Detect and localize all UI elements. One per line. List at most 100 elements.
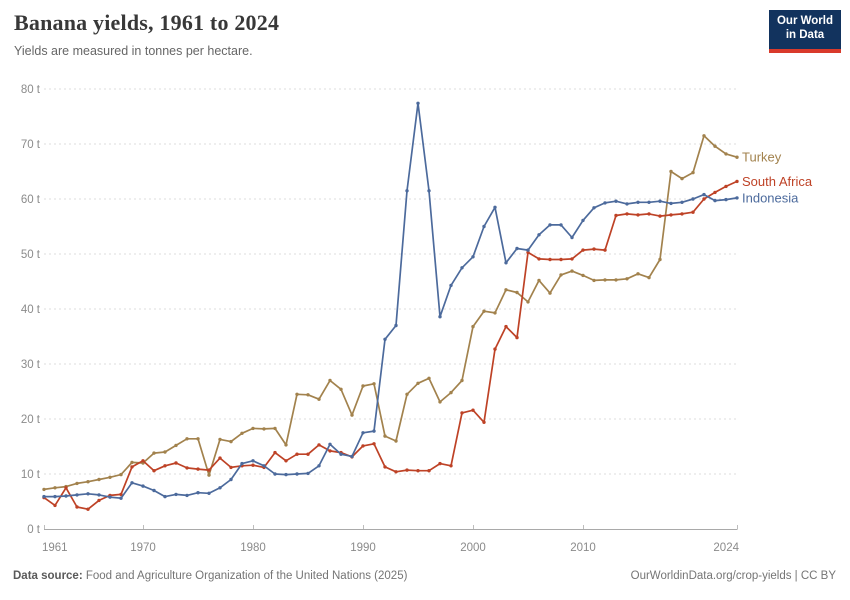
data-point-marker[interactable] [460,266,464,270]
data-point-marker[interactable] [713,190,717,195]
data-point-marker[interactable] [691,197,695,201]
data-point-marker[interactable] [625,277,629,281]
data-point-marker[interactable] [97,477,101,482]
data-point-marker[interactable] [394,323,398,328]
series-label[interactable]: Turkey [742,150,782,165]
data-point-marker[interactable] [284,459,288,463]
data-point-marker[interactable] [64,494,68,498]
data-point-marker[interactable] [691,210,695,214]
data-point-marker[interactable] [647,200,651,204]
data-point-marker[interactable] [86,480,90,484]
data-point-marker[interactable] [658,199,662,203]
data-point-marker[interactable] [438,400,442,404]
data-point-marker[interactable] [130,465,134,469]
data-point-marker[interactable] [482,224,486,229]
data-point-marker[interactable] [273,450,277,455]
data-point-marker[interactable] [240,461,244,466]
data-point-marker[interactable] [625,202,629,206]
data-point-marker[interactable] [680,176,684,181]
data-point-marker[interactable] [130,460,134,465]
data-point-marker[interactable] [636,213,640,217]
data-point-marker[interactable] [372,442,376,446]
data-point-marker[interactable] [570,269,574,273]
data-point-marker[interactable] [592,247,596,251]
data-point-marker[interactable] [141,484,145,488]
data-point-marker[interactable] [163,494,167,499]
data-point-marker[interactable] [438,315,442,319]
data-point-marker[interactable] [471,408,475,412]
data-point-marker[interactable] [702,197,706,201]
data-point-marker[interactable] [372,429,376,433]
data-point-marker[interactable] [229,439,233,444]
data-point-marker[interactable] [581,218,585,223]
data-point-marker[interactable] [262,427,266,431]
series-label[interactable]: South Africa [742,174,813,189]
data-point-marker[interactable] [471,255,475,259]
data-point-marker[interactable] [42,494,46,499]
data-point-marker[interactable] [207,491,211,495]
data-point-marker[interactable] [306,452,310,456]
data-point-marker[interactable] [251,459,255,463]
data-point-marker[interactable] [647,212,651,216]
credit-link[interactable]: OurWorldinData.org/crop-yields | CC BY [630,570,836,582]
data-point-marker[interactable] [141,459,145,463]
data-point-marker[interactable] [53,486,57,490]
data-point-marker[interactable] [724,197,728,202]
data-point-marker[interactable] [438,461,442,466]
data-point-marker[interactable] [361,431,365,435]
data-point-marker[interactable] [207,468,211,472]
data-point-marker[interactable] [251,463,255,467]
data-point-marker[interactable] [64,486,68,490]
data-point-marker[interactable] [416,381,420,385]
data-point-marker[interactable] [152,488,156,493]
data-point-marker[interactable] [735,196,739,200]
data-point-marker[interactable] [174,492,178,497]
data-point-marker[interactable] [680,212,684,216]
data-point-marker[interactable] [196,491,200,495]
data-point-marker[interactable] [548,291,552,295]
data-point-marker[interactable] [163,450,167,454]
data-point-marker[interactable] [218,456,222,460]
data-point-marker[interactable] [614,199,618,203]
data-point-marker[interactable] [328,449,332,453]
data-point-marker[interactable] [251,426,255,431]
data-point-marker[interactable] [515,246,519,251]
data-point-marker[interactable] [185,437,189,441]
data-point-marker[interactable] [515,290,519,295]
data-point-marker[interactable] [284,443,288,447]
data-point-marker[interactable] [405,468,409,472]
data-point-marker[interactable] [724,152,728,156]
data-point-marker[interactable] [86,492,90,496]
data-point-marker[interactable] [691,170,695,175]
data-point-marker[interactable] [240,431,244,435]
data-point-marker[interactable] [603,248,607,252]
data-point-marker[interactable] [449,464,453,468]
data-point-marker[interactable] [174,461,178,465]
data-point-marker[interactable] [581,273,585,278]
data-point-marker[interactable] [504,261,508,265]
data-point-marker[interactable] [526,300,530,304]
data-point-marker[interactable] [669,213,673,217]
data-point-marker[interactable] [97,498,101,503]
data-point-marker[interactable] [185,493,189,498]
data-point-marker[interactable] [196,467,200,471]
data-point-marker[interactable] [328,378,332,383]
data-point-marker[interactable] [152,451,156,455]
data-point-marker[interactable] [603,278,607,282]
data-point-marker[interactable] [735,155,739,159]
data-point-marker[interactable] [317,443,321,447]
data-point-marker[interactable] [548,223,552,227]
data-point-marker[interactable] [614,278,618,282]
data-point-marker[interactable] [427,469,431,473]
data-point-marker[interactable] [119,496,123,500]
data-point-marker[interactable] [229,477,233,482]
data-point-marker[interactable] [108,475,112,479]
data-point-marker[interactable] [493,311,497,315]
data-point-marker[interactable] [306,471,310,476]
data-point-marker[interactable] [559,223,563,227]
data-point-marker[interactable] [724,184,728,189]
data-point-marker[interactable] [702,134,706,138]
data-point-marker[interactable] [537,278,541,283]
data-point-marker[interactable] [97,493,101,497]
data-point-marker[interactable] [317,397,321,401]
